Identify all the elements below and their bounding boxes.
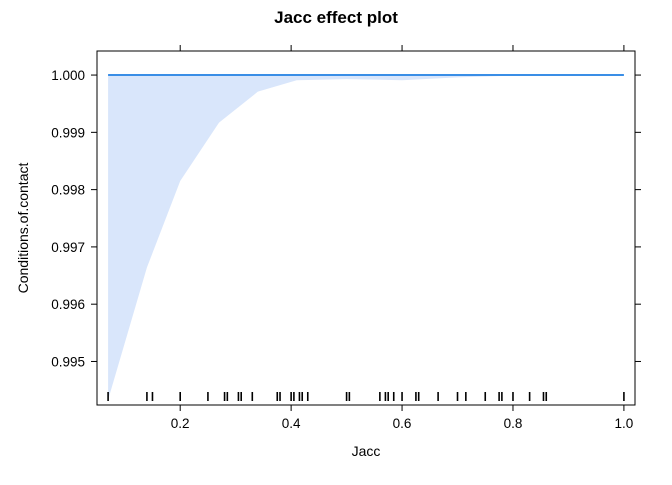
y-tick-label-2: 0.997 <box>51 240 85 255</box>
x-axis-label: Jacc <box>352 443 381 459</box>
chart-title: Jacc effect plot <box>274 8 398 27</box>
plot-frame <box>96 50 636 406</box>
y-tick-label-1: 0.996 <box>51 297 85 312</box>
y-tick-label-0: 0.995 <box>51 354 85 369</box>
y-tick-label-5: 1.000 <box>51 68 85 83</box>
y-tick-label-3: 0.998 <box>51 183 85 198</box>
confidence-band <box>108 75 624 400</box>
x-tick-label-3: 0.8 <box>504 416 523 431</box>
y-axis-label: Conditions.of.contact <box>15 163 31 294</box>
axes: 0.2 0.4 0.6 0.8 1.0 0.995 0.996 0.997 0.998 0.999… <box>51 45 641 431</box>
x-tick-label-0: 0.2 <box>171 416 190 431</box>
x-tick-label-1: 0.4 <box>282 416 301 431</box>
y-tick-label-4: 0.999 <box>51 125 85 140</box>
plot-area <box>107 74 625 401</box>
x-tick-label-2: 0.6 <box>393 416 412 431</box>
x-tick-label-4: 1.0 <box>615 416 634 431</box>
